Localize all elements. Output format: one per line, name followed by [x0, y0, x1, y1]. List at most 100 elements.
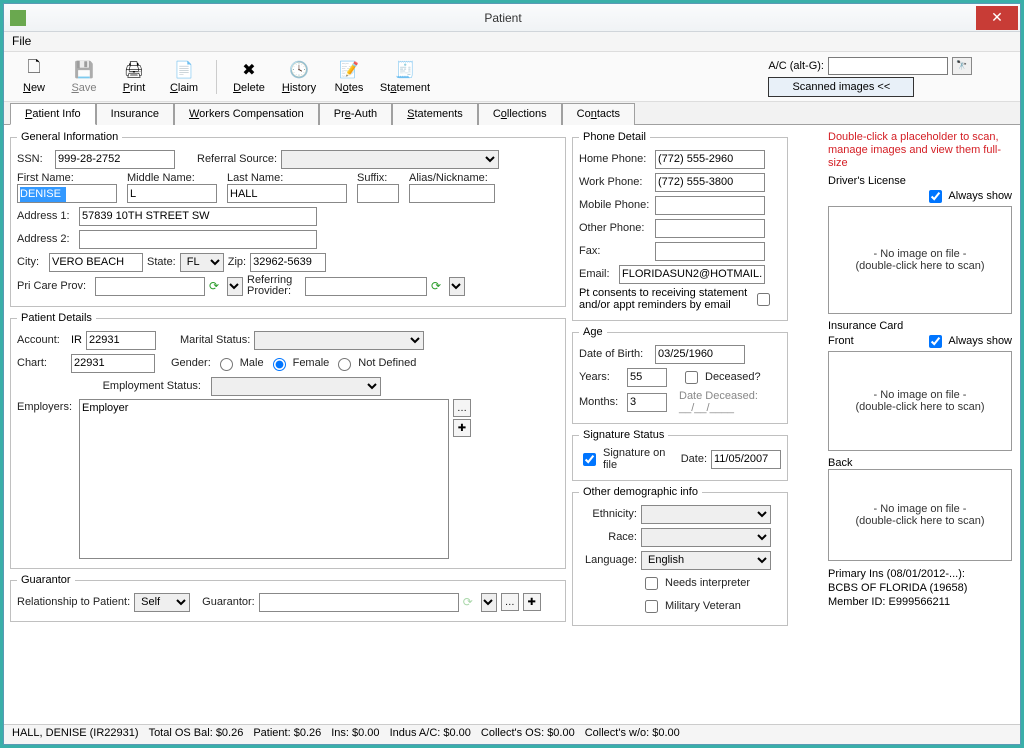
suffix-input[interactable]	[357, 184, 399, 203]
print-button[interactable]: 🖨Print	[112, 60, 156, 94]
guarantor-legend: Guarantor	[17, 574, 75, 586]
ethnicity-select[interactable]	[641, 505, 771, 524]
mname-input[interactable]	[127, 184, 217, 203]
tab-collections[interactable]: Collections	[478, 103, 562, 125]
email-input[interactable]	[619, 265, 765, 284]
ethnicity-label: Ethnicity:	[579, 508, 637, 520]
state-select[interactable]: FL	[180, 253, 224, 272]
account-label: Account:	[17, 334, 67, 346]
consent-checkbox[interactable]	[757, 293, 770, 306]
language-select[interactable]: English	[641, 551, 771, 570]
ins-always-checkbox[interactable]	[929, 335, 942, 348]
ac-input[interactable]	[828, 57, 948, 75]
gender-notdef-label: Not Defined	[358, 357, 416, 369]
save-button[interactable]: 💾Save	[62, 60, 106, 94]
mobile-phone-label: Mobile Phone:	[579, 199, 651, 211]
veteran-checkbox[interactable]	[645, 600, 658, 613]
other-phone-label: Other Phone:	[579, 222, 651, 234]
demographic-group: Other demographic info Ethnicity: Race: …	[572, 486, 788, 626]
fname-input[interactable]	[17, 184, 117, 203]
refresh-icon-2[interactable]: ⟳	[431, 279, 445, 293]
account-input[interactable]	[86, 331, 156, 350]
tab-statements[interactable]: Statements	[392, 103, 478, 125]
zip-input[interactable]	[250, 253, 326, 272]
dl-image-slot[interactable]: - No image on file - (double-click here …	[828, 206, 1012, 314]
ins-section-label: Insurance Card	[828, 320, 1012, 332]
employers-list[interactable]: Employer	[79, 399, 449, 559]
delete-button[interactable]: ✖Delete	[227, 60, 271, 94]
city-input[interactable]	[49, 253, 143, 272]
work-phone-input[interactable]	[655, 173, 765, 192]
notes-button[interactable]: 📝Notes	[327, 60, 371, 94]
claim-button[interactable]: 📄Claim	[162, 60, 206, 94]
guar-input[interactable]	[259, 593, 459, 612]
statement-icon: 🧾	[395, 60, 415, 80]
pcp-input[interactable]	[95, 277, 205, 296]
addr2-input[interactable]	[79, 230, 317, 249]
new-button[interactable]: 🗋New	[12, 60, 56, 94]
refsrc-select[interactable]	[281, 150, 499, 169]
tab-patient-info[interactable]: Patient Info	[10, 103, 96, 125]
pcp-label: Pri Care Prov:	[17, 280, 91, 292]
refprov-select[interactable]	[449, 277, 465, 296]
chart-input[interactable]	[71, 354, 155, 373]
other-phone-input[interactable]	[655, 219, 765, 238]
tab-insurance[interactable]: Insurance	[96, 103, 174, 125]
marital-select[interactable]	[254, 331, 424, 350]
home-phone-input[interactable]	[655, 150, 765, 169]
dob-input[interactable]	[655, 345, 745, 364]
lname-input[interactable]	[227, 184, 347, 203]
years-input[interactable]	[627, 368, 667, 387]
general-info-legend: General Information	[17, 131, 122, 143]
tab-workers-comp[interactable]: Workers Compensation	[174, 103, 319, 125]
guar-add-button[interactable]: ✚	[523, 593, 541, 611]
tab-contacts[interactable]: Contacts	[562, 103, 635, 125]
guar-browse-button[interactable]: …	[501, 593, 519, 611]
employer-add-button[interactable]: ✚	[453, 419, 471, 437]
mobile-phone-input[interactable]	[655, 196, 765, 215]
fname-label: First Name:	[17, 172, 74, 184]
alias-input[interactable]	[409, 184, 495, 203]
gender-notdef-radio[interactable]	[338, 358, 351, 371]
scanned-images-button[interactable]: Scanned images <<	[768, 77, 914, 97]
close-button[interactable]: ✕	[976, 6, 1018, 30]
sig-date-input[interactable]	[711, 450, 781, 469]
history-button[interactable]: 🕓History	[277, 60, 321, 94]
notes-icon: 📝	[339, 60, 359, 80]
ins-front-slot[interactable]: - No image on file - (double-click here …	[828, 351, 1012, 451]
ssn-label: SSN:	[17, 153, 51, 165]
refsrc-label: Referral Source:	[197, 153, 277, 165]
employer-browse-button[interactable]: …	[453, 399, 471, 417]
menu-file[interactable]: File	[12, 34, 31, 48]
mname-label: Middle Name:	[127, 172, 195, 184]
refresh-icon[interactable]: ⟳	[209, 279, 223, 293]
status-collect-wo: Collect's w/o: $0.00	[585, 727, 680, 742]
sig-onfile-checkbox[interactable]	[583, 453, 596, 466]
menubar: File	[4, 32, 1020, 52]
interpreter-checkbox[interactable]	[645, 577, 658, 590]
ins-back-slot[interactable]: - No image on file - (double-click here …	[828, 469, 1012, 561]
statement-button[interactable]: 🧾Statement	[377, 60, 433, 94]
emp-status-select[interactable]	[211, 377, 381, 396]
race-select[interactable]	[641, 528, 771, 547]
months-input[interactable]	[627, 393, 667, 412]
refprov-input[interactable]	[305, 277, 427, 296]
guar-rel-select[interactable]: Self	[134, 593, 190, 612]
fax-input[interactable]	[655, 242, 765, 261]
primary-ins-header: Primary Ins (08/01/2012-...):	[828, 567, 1012, 581]
ac-search-button[interactable]: 🔭	[952, 57, 972, 75]
ssn-input[interactable]	[55, 150, 175, 169]
guar-select[interactable]	[481, 593, 497, 612]
delete-icon: ✖	[239, 60, 259, 80]
gender-female-radio[interactable]	[273, 358, 286, 371]
gender-male-radio[interactable]	[220, 358, 233, 371]
pcp-select[interactable]	[227, 277, 243, 296]
language-label: Language:	[579, 554, 637, 566]
deceased-checkbox[interactable]	[685, 371, 698, 384]
dl-always-checkbox[interactable]	[929, 190, 942, 203]
patient-details-group: Patient Details Account: IR Marital Stat…	[10, 312, 566, 569]
print-icon: 🖨	[124, 60, 144, 80]
addr1-input[interactable]	[79, 207, 317, 226]
veteran-label: Military Veteran	[665, 600, 741, 612]
tab-preauth[interactable]: Pre-Auth	[319, 103, 392, 125]
